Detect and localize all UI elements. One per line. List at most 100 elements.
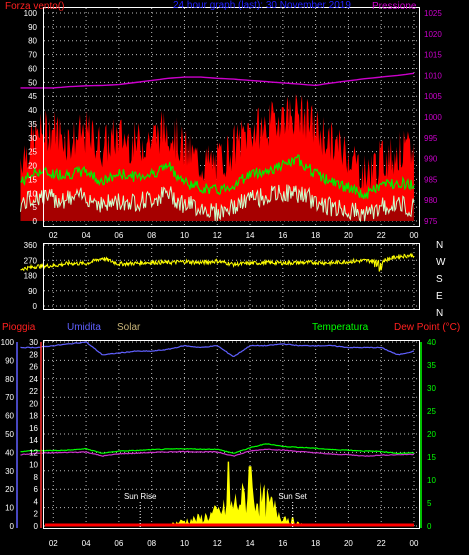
wind-panel-frame — [43, 7, 420, 227]
pressure-tick-label: 985 — [424, 175, 438, 184]
pressure-tick-label: 1025 — [424, 9, 442, 18]
wind-tick-label: 80 — [28, 37, 37, 46]
humidity-tick-label: 50 — [5, 430, 14, 439]
temperature-label: Temperatura — [312, 322, 369, 333]
pressure-line — [20, 72, 415, 89]
pressure-tick-label: 975 — [424, 217, 438, 226]
x-tick-label: 16 — [278, 539, 287, 548]
wind-tick-label: 40 — [28, 106, 37, 115]
rain-tick-label: 2 — [34, 510, 39, 519]
direction-tick-label: 90 — [28, 287, 37, 296]
x-tick-label: 14 — [246, 539, 255, 548]
humidity-tick-label: 20 — [5, 485, 14, 494]
wind-gust-area — [20, 94, 414, 221]
direction-tick-label: 360 — [24, 241, 38, 250]
rain-tick-label: 14 — [29, 436, 38, 445]
temperature-tick-label: 15 — [427, 453, 436, 462]
direction-tick-label: 0 — [33, 302, 38, 311]
humidity-label: Umidita — [67, 322, 101, 333]
wind-direction-line — [20, 252, 415, 272]
wind-tick-label: 100 — [24, 9, 38, 18]
sun-rise-label: Sun Rise — [124, 492, 157, 501]
compass-letter: E — [436, 291, 443, 302]
lower-panel-frame — [43, 340, 420, 529]
pressure-tick-label: 1005 — [424, 92, 442, 101]
wind-label: Forza vento() — [5, 1, 64, 12]
direction-panel-frame — [43, 243, 420, 310]
x-tick-label: 20 — [344, 539, 353, 548]
x-tick-label: 06 — [114, 539, 123, 548]
x-tick-label: 04 — [82, 539, 91, 548]
humidity-tick-label: 70 — [5, 393, 14, 402]
rain-tick-label: 26 — [29, 363, 38, 372]
temperature-line — [20, 443, 415, 455]
x-tick-label: 18 — [311, 231, 320, 240]
humidity-tick-label: 10 — [5, 504, 14, 513]
x-tick-label: 08 — [147, 539, 156, 548]
wind-tick-label: 15 — [28, 175, 37, 184]
rain-tick-label: 16 — [29, 424, 38, 433]
x-tick-label: 02 — [49, 539, 58, 548]
pressure-tick-label: 1020 — [424, 30, 442, 39]
wind-tick-label: 70 — [28, 51, 37, 60]
x-tick-label: 08 — [147, 231, 156, 240]
pressure-tick-label: 980 — [424, 196, 438, 205]
wind-tick-label: 10 — [28, 189, 37, 198]
compass-letter: S — [436, 274, 443, 285]
compass-letter: W — [436, 257, 446, 268]
wind-tick-label: 30 — [28, 134, 37, 143]
dew-point-line — [20, 448, 415, 457]
rain-tick-label: 4 — [34, 497, 39, 506]
humidity-tick-label: 40 — [5, 448, 14, 457]
humidity-line — [20, 341, 415, 358]
x-tick-label: 22 — [377, 231, 386, 240]
x-tick-label: 00 — [410, 539, 419, 548]
x-tick-label: 12 — [213, 539, 222, 548]
humidity-tick-label: 60 — [5, 412, 14, 421]
humidity-tick-label: 90 — [5, 356, 14, 365]
x-tick-label: 18 — [311, 539, 320, 548]
chart-title: 24 hour graph (last): 30 November 2019 — [173, 0, 351, 11]
wind-tick-label: 60 — [28, 64, 37, 73]
solar-label: Solar — [117, 322, 141, 333]
direction-tick-label: 180 — [24, 272, 38, 281]
wind-tick-label: 50 — [28, 78, 37, 87]
rain-tick-label: 6 — [34, 485, 39, 494]
rain-tick-label: 22 — [29, 387, 38, 396]
temperature-tick-label: 10 — [427, 476, 436, 485]
x-tick-label: 12 — [213, 231, 222, 240]
temperature-tick-label: 0 — [427, 522, 432, 531]
temperature-tick-label: 35 — [427, 361, 436, 370]
x-tick-label: 16 — [278, 231, 287, 240]
rain-tick-label: 28 — [29, 350, 38, 359]
pressure-tick-label: 990 — [424, 155, 438, 164]
humidity-tick-label: 80 — [5, 375, 14, 384]
x-tick-label: 00 — [410, 231, 419, 240]
wind-shadow-area — [20, 184, 414, 221]
rain-tick-label: 8 — [34, 473, 39, 482]
rain-tick-label: 0 — [34, 522, 39, 531]
wind-tick-label: 45 — [28, 92, 37, 101]
solar-area — [20, 461, 414, 526]
pressure-tick-label: 1015 — [424, 51, 442, 60]
rain-tick-label: 20 — [29, 399, 38, 408]
x-tick-label: 04 — [82, 231, 91, 240]
rain-tick-label: 24 — [29, 375, 38, 384]
wind-speed-line — [20, 184, 415, 223]
temperature-tick-label: 5 — [427, 499, 432, 508]
compass-letter: N — [436, 240, 443, 251]
pressure-tick-label: 1010 — [424, 71, 442, 80]
x-tick-label: 02 — [49, 231, 58, 240]
x-tick-label: 20 — [344, 231, 353, 240]
x-tick-label: 14 — [246, 231, 255, 240]
dew-point-label: Dew Point (°C) — [394, 322, 460, 333]
rain-tick-label: 30 — [29, 338, 38, 347]
temperature-tick-label: 40 — [427, 338, 436, 347]
wind-tick-label: 0 — [33, 217, 38, 226]
wind-tick-label: 90 — [28, 23, 37, 32]
rain-label: Pioggia — [2, 322, 36, 333]
humidity-tick-label: 30 — [5, 467, 14, 476]
x-tick-label: 10 — [180, 539, 189, 548]
pressure-tick-label: 995 — [424, 134, 438, 143]
